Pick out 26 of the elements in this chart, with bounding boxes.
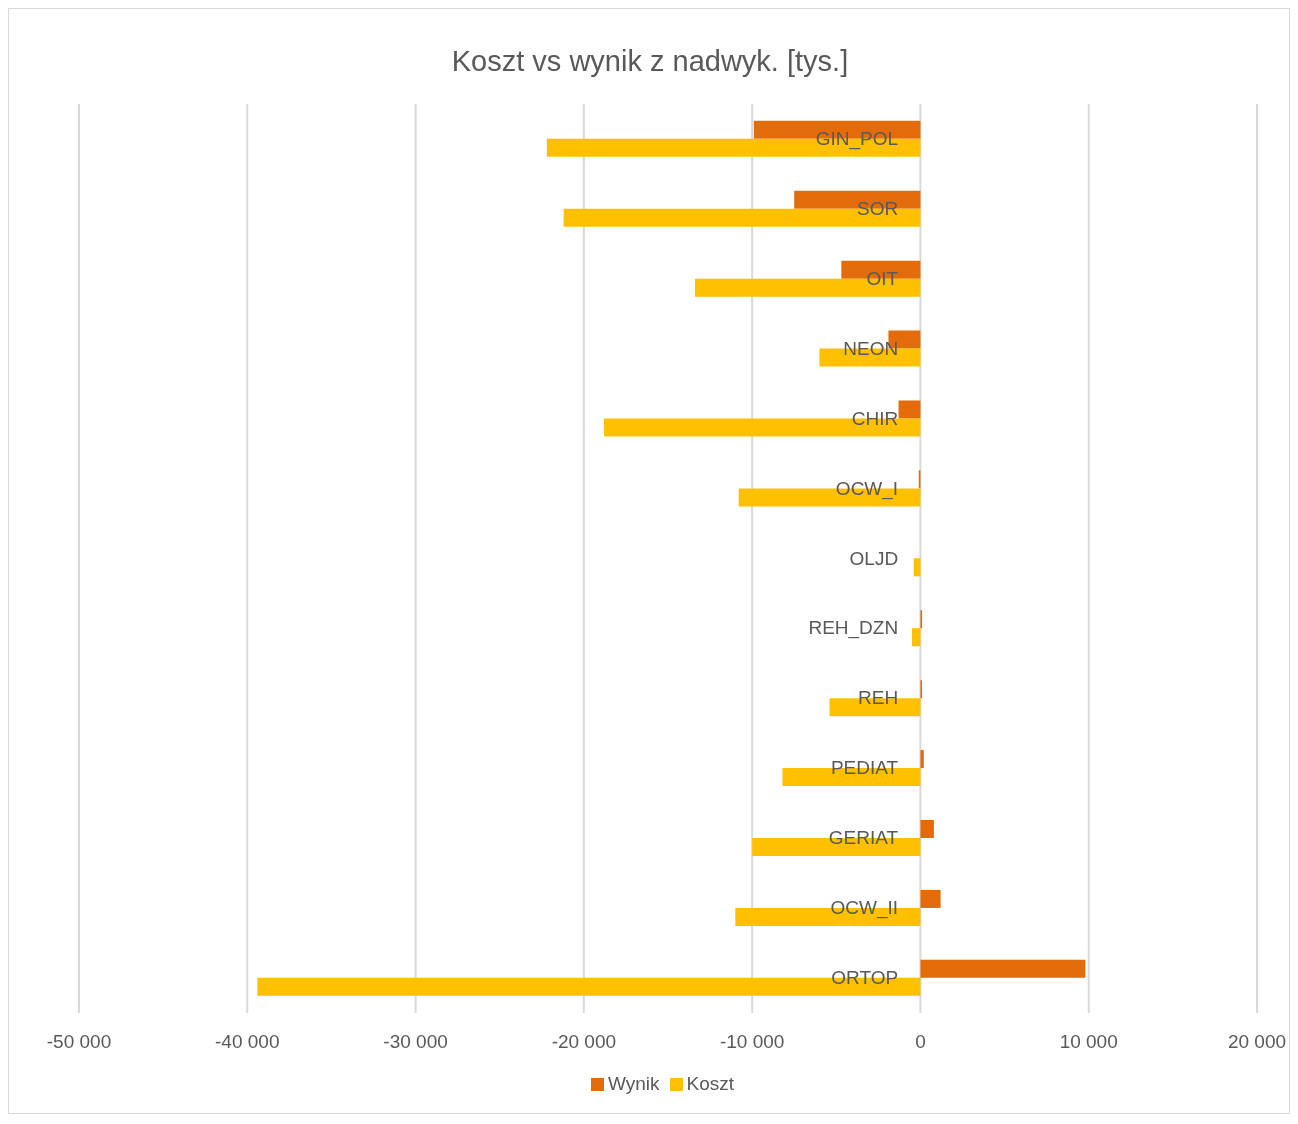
bar	[920, 889, 941, 908]
bar	[920, 959, 1086, 978]
x-tick-label: -40 000	[215, 1031, 280, 1053]
y-tick-label: OIT	[866, 267, 899, 289]
x-tick-label: 20 000	[1227, 1031, 1287, 1053]
bar	[920, 750, 924, 769]
x-tick-label: -20 000	[551, 1031, 617, 1053]
y-tick-label: PEDIAT	[830, 757, 899, 779]
x-tick-label: -50 000	[46, 1031, 112, 1053]
y-tick-label: REH_DZN	[808, 617, 899, 640]
x-tick-label: 0	[915, 1031, 926, 1053]
legend-label: Wynik	[607, 1073, 660, 1094]
chart-title: Koszt vs wynik z nadwyk. [tys.]	[450, 45, 850, 78]
y-tick-label: ORTOP	[831, 967, 899, 989]
bar	[912, 628, 921, 647]
y-tick-label: GERIAT	[828, 827, 899, 849]
bar	[920, 820, 934, 839]
legend-label: Koszt	[686, 1073, 735, 1094]
x-tick-label: -10 000	[719, 1031, 785, 1053]
x-tick-label: -30 000	[383, 1031, 448, 1053]
y-tick-label: SOR	[856, 197, 899, 219]
bar	[898, 400, 921, 419]
x-tick-label: 10 000	[1059, 1031, 1118, 1053]
y-tick-label: OCW_II	[830, 897, 899, 920]
y-tick-label: GIN_POL	[815, 127, 899, 150]
y-tick-label: OLJD	[849, 547, 899, 569]
